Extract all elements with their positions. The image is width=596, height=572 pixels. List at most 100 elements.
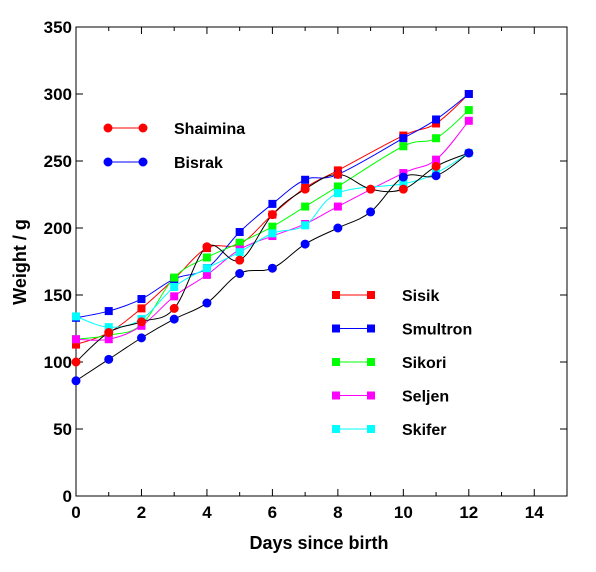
series-line-sisik: [75, 93, 470, 346]
data-point-sisik: [432, 119, 441, 128]
data-point-sikori: [432, 134, 441, 143]
data-point-bisrak: [300, 239, 310, 249]
data-point-bisrak: [136, 333, 146, 343]
data-point-shaimina: [333, 169, 343, 179]
data-point-seljen: [202, 270, 211, 279]
data-point-shaimina: [169, 303, 179, 313]
legend-marker-sikori: [367, 358, 375, 366]
y-axis-title: Weight / g: [10, 219, 30, 305]
data-point-sikori: [170, 273, 179, 282]
data-point-skifer: [202, 264, 211, 273]
data-point-smultron: [464, 90, 473, 98]
data-point-smultron: [301, 175, 310, 184]
legend-label-sisik: Sisik: [402, 288, 439, 305]
data-point-skifer: [170, 282, 179, 291]
data-point-sikori: [399, 142, 408, 151]
data-point-sikori: [235, 238, 244, 247]
data-point-bisrak: [71, 376, 81, 386]
data-point-shaimina: [235, 255, 245, 265]
data-point-skifer: [104, 323, 113, 332]
data-point-smultron: [399, 134, 408, 143]
data-point-bisrak: [333, 223, 343, 233]
data-point-skifer: [235, 248, 244, 257]
data-point-skifer: [72, 312, 80, 321]
legend-marker-seljen: [367, 391, 375, 400]
data-point-shaimina: [267, 210, 277, 220]
data-point-skifer: [301, 221, 310, 230]
legend-label-smultron: Smultron: [402, 322, 472, 339]
legend-label-shaimina: Shaimina: [174, 121, 245, 138]
data-point-bisrak: [104, 354, 114, 364]
data-point-shaimina: [104, 328, 114, 338]
x-tick-label: 12: [459, 503, 478, 522]
data-point-sisik: [72, 340, 80, 349]
data-point-bisrak: [366, 207, 376, 217]
y-tick-label: 200: [44, 219, 72, 238]
legend-marker-skifer: [367, 425, 375, 433]
data-point-sikori: [268, 222, 277, 231]
data-point-smultron: [432, 115, 441, 124]
data-point-seljen: [432, 155, 441, 164]
data-point-shaimina: [431, 161, 441, 171]
data-point-skifer: [333, 189, 342, 198]
legend-label-seljen: Seljen: [402, 389, 449, 406]
legend-marker-smultron: [332, 324, 340, 333]
legend-label-skifer: Skifer: [402, 422, 446, 439]
legend-marker-sikori: [332, 358, 340, 366]
legend-marker-bisrak: [138, 157, 148, 167]
data-point-sikori: [301, 202, 310, 211]
x-axis-title: Days since birth: [249, 533, 388, 553]
data-point-sisik: [137, 304, 146, 313]
x-tick-label: 10: [394, 503, 413, 522]
data-point-sikori: [202, 253, 211, 262]
data-point-skifer: [399, 179, 408, 188]
data-point-bisrak: [169, 314, 179, 324]
data-point-shaimina: [136, 317, 146, 327]
data-point-smultron: [137, 295, 146, 304]
data-point-smultron: [268, 199, 277, 208]
data-point-bisrak: [235, 269, 245, 279]
y-tick-label: 100: [44, 353, 72, 372]
y-tick-label: 50: [53, 420, 72, 439]
data-point-bisrak: [202, 298, 212, 308]
legend-marker-shaimina: [138, 123, 148, 133]
legend-marker-seljen: [332, 391, 340, 400]
data-point-skifer: [268, 229, 277, 238]
x-tick-label: 8: [333, 503, 342, 522]
y-tick-label: 350: [44, 18, 72, 37]
y-tick-label: 300: [44, 85, 72, 104]
legend-marker-smultron: [367, 324, 375, 333]
legend-marker-skifer: [332, 425, 340, 433]
data-point-smultron: [235, 228, 244, 237]
data-point-shaimina: [202, 242, 212, 252]
data-point-shaimina: [300, 184, 310, 194]
y-tick-label: 0: [63, 487, 72, 506]
data-point-bisrak: [267, 263, 277, 273]
data-point-seljen: [104, 335, 113, 344]
x-tick-label: 4: [202, 503, 212, 522]
data-point-seljen: [333, 202, 342, 211]
legend-marker-sisik: [332, 291, 340, 299]
data-point-bisrak: [464, 148, 474, 158]
data-point-sikori: [333, 182, 342, 191]
x-tick-label: 2: [137, 503, 146, 522]
data-point-shaimina: [71, 357, 81, 367]
data-point-sikori: [464, 106, 473, 115]
x-tick-label: 6: [268, 503, 277, 522]
plot-frame: [75, 26, 568, 497]
y-tick-label: 250: [44, 152, 72, 171]
legend-marker-shaimina: [103, 123, 113, 133]
legend-label-bisrak: Bisrak: [174, 155, 223, 172]
x-tick-label: 0: [71, 503, 80, 522]
data-point-seljen: [464, 116, 473, 125]
data-point-bisrak: [431, 171, 441, 181]
legend-marker-sisik: [367, 291, 375, 299]
data-point-smultron: [104, 307, 113, 316]
data-point-bisrak: [398, 172, 408, 182]
data-point-seljen: [72, 335, 80, 344]
legend-marker-bisrak: [103, 157, 113, 167]
y-tick-label: 150: [44, 286, 72, 305]
data-point-seljen: [170, 292, 179, 301]
